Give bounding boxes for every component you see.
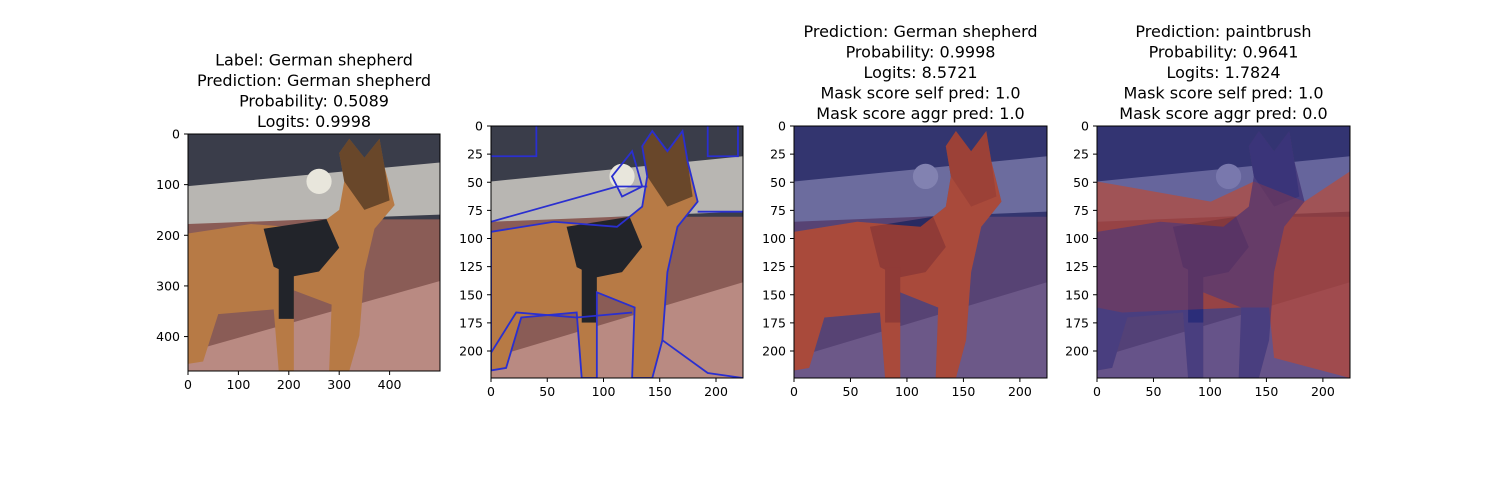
axes-frame xyxy=(187,133,441,372)
x-tick-label: 0 xyxy=(790,384,798,399)
panel-title-line: Probability: 0.9641 xyxy=(1149,43,1299,62)
x-tick-label: 100 xyxy=(592,384,616,399)
y-tick-label: 25 xyxy=(467,147,483,162)
y-tick-label: 125 xyxy=(459,259,483,274)
x-tick-label: 200 xyxy=(1311,384,1335,399)
panel-mask-german-shepherd: 0 50 100 150 200 0 25 50 75 100 125 150 175 200 Predic… xyxy=(762,22,1048,399)
y-tick-label: 200 xyxy=(762,344,786,359)
contour-building-left xyxy=(491,126,538,158)
mask-dog-overlay xyxy=(1097,131,1305,378)
panel-original: 0 100 200 300 400 0 100 200 300 400 Label: German … xyxy=(156,51,441,392)
contour-building-right xyxy=(706,126,739,158)
x-tick-label: 100 xyxy=(226,377,250,392)
y-tick-label: 300 xyxy=(156,278,180,293)
x-tick-label: 200 xyxy=(277,377,301,392)
image-vest-strap xyxy=(581,267,597,323)
image-vest xyxy=(263,219,340,277)
image-flowers xyxy=(609,163,635,189)
y-tick-label: 175 xyxy=(762,315,786,330)
y-tick-label: 150 xyxy=(1065,287,1089,302)
y-tick-label: 0 xyxy=(778,119,786,134)
y-tick-label: 175 xyxy=(459,315,483,330)
y-tick-label: 400 xyxy=(156,329,180,344)
y-tick-label: 50 xyxy=(1073,175,1089,190)
image-dog-head xyxy=(642,131,693,207)
y-tick-label: 125 xyxy=(1065,259,1089,274)
y-tick-label: 0 xyxy=(475,119,483,134)
y-tick-label: 200 xyxy=(459,344,483,359)
x-tick-label: 50 xyxy=(1146,384,1162,399)
x-tick-label: 100 xyxy=(1198,384,1222,399)
y-tick-label: 200 xyxy=(156,228,180,243)
axes-frame xyxy=(1096,125,1351,379)
panel-image xyxy=(491,126,743,378)
panel-title-line: Probability: 0.9998 xyxy=(846,43,996,62)
panel-title-line: Logits: 8.5721 xyxy=(863,63,977,82)
y-tick-label: 25 xyxy=(1073,147,1089,162)
panel-title-line: Prediction: paintbrush xyxy=(1135,22,1311,41)
x-tick-label: 50 xyxy=(539,384,555,399)
image-flowers xyxy=(306,168,332,194)
axes-frame xyxy=(490,125,744,379)
y-tick-label: 75 xyxy=(1073,203,1089,218)
y-tick-label: 75 xyxy=(467,203,483,218)
y-tick-label: 0 xyxy=(1081,119,1089,134)
y-tick-label: 25 xyxy=(770,147,786,162)
y-tick-label: 150 xyxy=(762,287,786,302)
panel-title-line: Logits: 1.7824 xyxy=(1166,63,1280,82)
image-vest xyxy=(566,216,643,278)
x-tick-label: 150 xyxy=(951,384,975,399)
panel-title-line: Prediction: German shepherd xyxy=(803,22,1037,41)
panel-title-line: Mask score self pred: 1.0 xyxy=(1123,84,1323,103)
y-tick-label: 175 xyxy=(1065,315,1089,330)
x-tick-label: 100 xyxy=(895,384,919,399)
y-tick-label: 150 xyxy=(459,287,483,302)
contour-ground xyxy=(491,311,633,354)
x-tick-label: 0 xyxy=(184,377,192,392)
y-tick-label: 50 xyxy=(467,175,483,190)
x-tick-label: 200 xyxy=(1008,384,1032,399)
x-tick-label: 200 xyxy=(704,384,728,399)
y-tick-label: 100 xyxy=(156,177,180,192)
y-tick-label: 100 xyxy=(459,231,483,246)
y-tick-label: 125 xyxy=(762,259,786,274)
panel-title-line: Label: German shepherd xyxy=(215,51,413,70)
y-tick-label: 0 xyxy=(172,127,180,142)
panel-title-line: Mask score aggr pred: 1.0 xyxy=(816,104,1024,123)
image-dog-head xyxy=(339,138,390,210)
panel-segmentation-contours: 0 50 100 150 200 0 25 50 75 100 125 150 175 200 xyxy=(459,119,744,399)
x-tick-label: 0 xyxy=(1093,384,1101,399)
x-tick-label: 0 xyxy=(487,384,495,399)
y-tick-label: 200 xyxy=(1065,344,1089,359)
panel-title-line: Mask score self pred: 1.0 xyxy=(820,84,1020,103)
panel-title-line: Probability: 0.5089 xyxy=(239,92,389,111)
panel-title-line: Prediction: German shepherd xyxy=(197,71,431,90)
x-tick-label: 300 xyxy=(327,377,351,392)
contour-flowers xyxy=(610,149,644,198)
x-tick-label: 150 xyxy=(1254,384,1278,399)
contour-ground-right xyxy=(661,339,743,378)
x-tick-label: 50 xyxy=(843,384,859,399)
y-tick-label: 100 xyxy=(1065,231,1089,246)
y-tick-label: 100 xyxy=(762,231,786,246)
axes-frame xyxy=(793,125,1048,379)
panel-image xyxy=(1097,126,1350,378)
y-tick-label: 50 xyxy=(770,175,786,190)
panel-image xyxy=(794,126,1047,378)
contour-dog xyxy=(491,128,699,378)
panel-title-line: Mask score aggr pred: 0.0 xyxy=(1119,104,1327,123)
panel-title-line: Logits: 0.9998 xyxy=(257,112,371,131)
x-tick-label: 400 xyxy=(378,377,402,392)
image-vest-strap xyxy=(278,266,294,319)
y-tick-label: 75 xyxy=(770,203,786,218)
panel-image xyxy=(188,134,440,371)
mask-dog-overlay xyxy=(794,131,1002,378)
panel-mask-paintbrush: 0 50 100 150 200 0 25 50 75 100 125 150 175 200 Predic… xyxy=(1065,22,1351,399)
x-tick-label: 150 xyxy=(648,384,672,399)
